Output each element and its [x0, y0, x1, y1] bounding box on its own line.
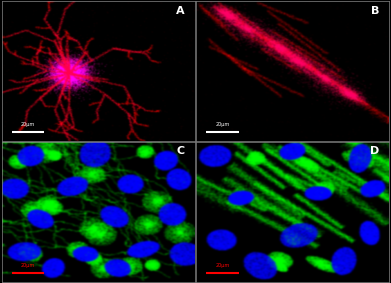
Text: 20μm: 20μm [21, 122, 35, 127]
Text: C: C [177, 146, 185, 156]
Text: 20μm: 20μm [215, 263, 230, 268]
Text: A: A [176, 6, 185, 16]
Text: 20μm: 20μm [215, 122, 230, 127]
Text: 20μm: 20μm [21, 263, 35, 268]
Text: D: D [370, 146, 379, 156]
Text: B: B [371, 6, 379, 16]
